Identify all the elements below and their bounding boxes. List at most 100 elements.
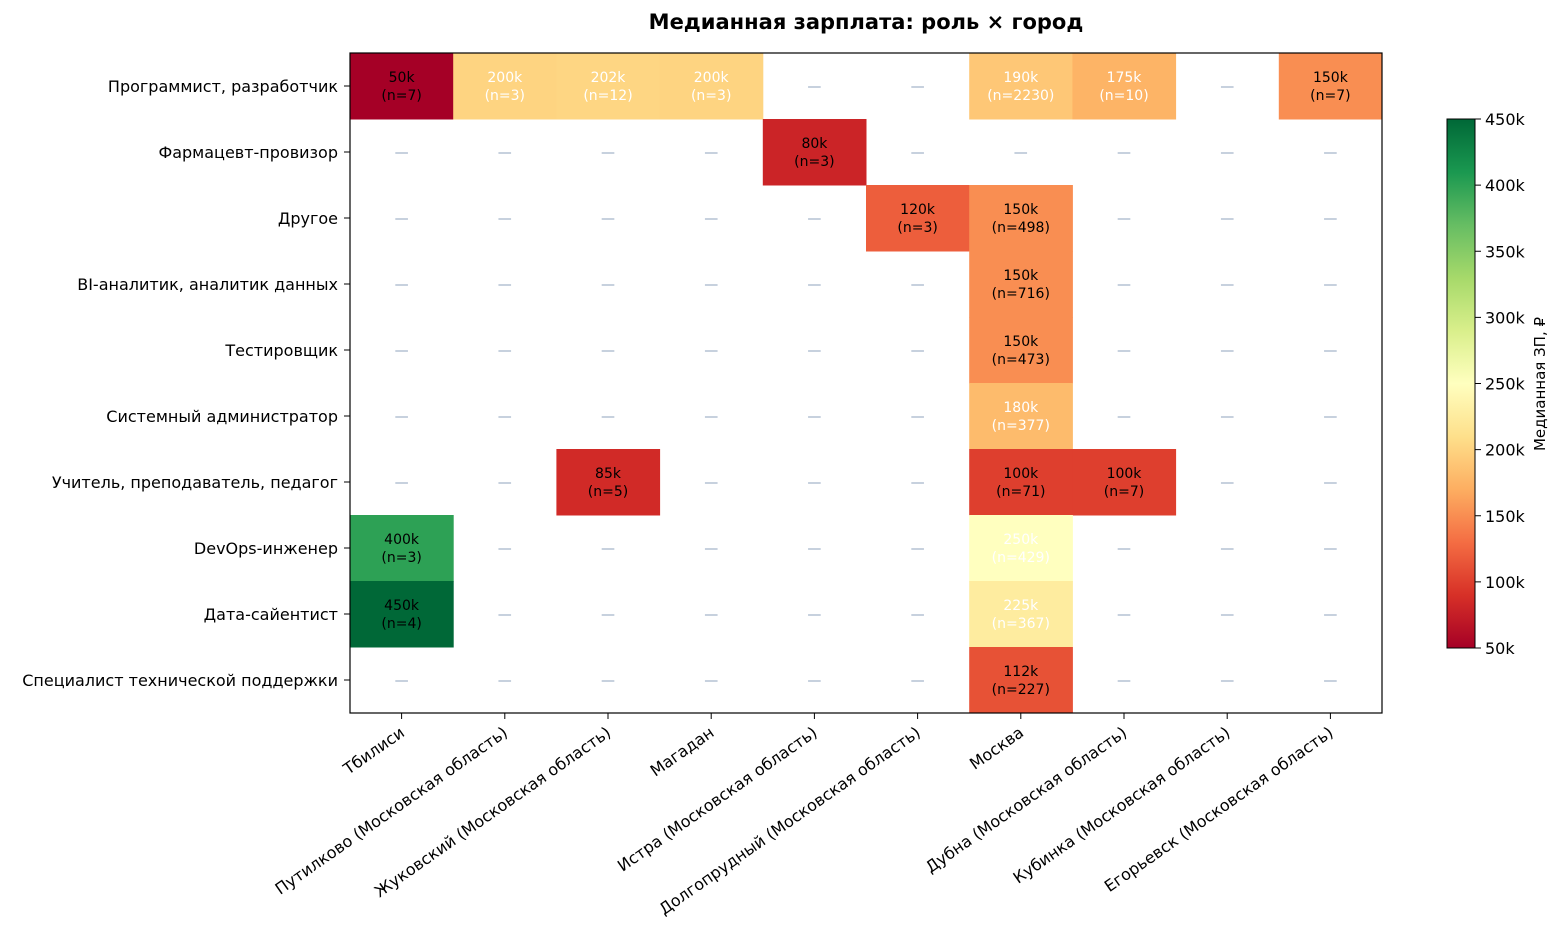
heatmap-cell	[866, 185, 970, 252]
x-tick-label: Тбилиси	[339, 723, 408, 779]
x-tick-label: Истра (Московская область)	[614, 723, 821, 876]
colorbar-tick-label: 100k	[1485, 573, 1526, 592]
empty-cell-marker: —	[911, 145, 925, 161]
cell-count-label: (n=3)	[691, 88, 731, 104]
empty-cell-marker: —	[1117, 343, 1131, 359]
cell-count-label: (n=3)	[794, 154, 834, 170]
y-tick-label: Учитель, преподаватель, педагог	[52, 473, 338, 492]
empty-markers: — — — — — — — — — — — — — — — — — — — — — — — — — — — — — — — — — — — — — — — —…	[395, 79, 1338, 689]
empty-cell-marker: —	[601, 409, 615, 425]
empty-cell-marker: —	[395, 211, 409, 227]
y-tick-label: Тестировщик	[224, 341, 338, 360]
empty-cell-marker: —	[1220, 277, 1234, 293]
cell-count-label: (n=429)	[992, 550, 1050, 566]
empty-cell-marker: —	[1323, 673, 1337, 689]
empty-cell-marker: —	[601, 211, 615, 227]
empty-cell-marker: —	[601, 145, 615, 161]
empty-cell-marker: —	[807, 211, 821, 227]
empty-cell-marker: —	[395, 343, 409, 359]
heatmap-cell	[969, 53, 1073, 120]
cell-count-label: (n=7)	[1104, 484, 1144, 500]
colorbar-label: Медианная ЗП, ₽	[1531, 317, 1549, 452]
empty-cell-marker: —	[704, 409, 718, 425]
y-tick-label: Другое	[278, 209, 338, 228]
cell-value-label: 150k	[1003, 202, 1039, 218]
cell-count-label: (n=3)	[381, 550, 421, 566]
empty-cell-marker: —	[807, 277, 821, 293]
empty-cell-marker: —	[1323, 145, 1337, 161]
heatmap-cell	[969, 251, 1073, 318]
empty-cell-marker: —	[498, 475, 512, 491]
empty-cell-marker: —	[704, 607, 718, 623]
empty-cell-marker: —	[498, 277, 512, 293]
cell-value-label: 200k	[694, 70, 730, 86]
colorbar-tick-label: 250k	[1485, 375, 1526, 394]
empty-cell-marker: —	[911, 475, 925, 491]
cell-count-label: (n=498)	[992, 220, 1050, 236]
empty-cell-marker: —	[911, 343, 925, 359]
empty-cell-marker: —	[1220, 409, 1234, 425]
colorbar-tick-label: 300k	[1485, 308, 1526, 327]
empty-cell-marker: —	[601, 277, 615, 293]
x-tick-label: Москва	[966, 723, 1027, 774]
cell-value-label: 50k	[389, 70, 416, 86]
empty-cell-marker: —	[1117, 277, 1131, 293]
heatmap-cell	[969, 185, 1073, 252]
empty-cell-marker: —	[1323, 277, 1337, 293]
cell-value-label: 202k	[591, 70, 627, 86]
cell-value-label: 450k	[384, 598, 420, 614]
empty-cell-marker: —	[911, 409, 925, 425]
heatmap-cell	[969, 581, 1073, 648]
cell-value-label: 200k	[487, 70, 523, 86]
heatmap-cell	[556, 449, 661, 516]
empty-cell-marker: —	[807, 79, 821, 95]
cell-value-label: 100k	[1107, 466, 1143, 482]
colorbar-tick-label: 350k	[1485, 242, 1526, 261]
colorbar-tick-label: 50k	[1485, 639, 1515, 658]
x-tick-label: Магадан	[647, 723, 718, 781]
y-tick-label: Дата-сайентист	[204, 605, 338, 624]
empty-cell-marker: —	[1323, 475, 1337, 491]
cell-count-label: (n=4)	[381, 616, 421, 632]
empty-cell-marker: —	[911, 607, 925, 623]
heatmap-cell	[1072, 53, 1177, 120]
cell-count-label: (n=377)	[992, 418, 1050, 434]
y-tick-label: Системный администратор	[106, 407, 338, 426]
cell-value-label: 112k	[1003, 664, 1039, 680]
empty-cell-marker: —	[1117, 211, 1131, 227]
chart-title: Медианная зарплата: роль × город	[649, 10, 1084, 34]
heatmap-cell	[350, 53, 454, 120]
x-tick-label: Кубинка (Московская область)	[1010, 723, 1234, 888]
empty-cell-marker: —	[807, 343, 821, 359]
empty-cell-marker: —	[498, 145, 512, 161]
cell-count-label: (n=3)	[897, 220, 937, 236]
empty-cell-marker: —	[1323, 607, 1337, 623]
cell-count-label: (n=3)	[485, 88, 525, 104]
heatmap-cell	[969, 383, 1073, 450]
cell-count-label: (n=12)	[583, 88, 632, 104]
empty-cell-marker: —	[601, 541, 615, 557]
empty-cell-marker: —	[807, 541, 821, 557]
empty-cell-marker: —	[807, 409, 821, 425]
cell-value-label: 250k	[1003, 532, 1039, 548]
heatmap-cell	[453, 53, 557, 120]
x-tick-label: Егорьевск (Московская область)	[1101, 723, 1337, 896]
y-tick-label: Специалист технической поддержки	[22, 671, 338, 690]
empty-cell-marker: —	[1220, 145, 1234, 161]
cell-count-label: (n=473)	[992, 352, 1050, 368]
empty-cell-marker: —	[911, 673, 925, 689]
empty-cell-marker: —	[498, 673, 512, 689]
empty-cell-marker: —	[807, 475, 821, 491]
heatmap-cell	[350, 515, 454, 582]
empty-cell-marker: —	[704, 673, 718, 689]
empty-cell-marker: —	[395, 475, 409, 491]
empty-cell-marker: —	[1014, 145, 1028, 161]
empty-cell-marker: —	[1117, 541, 1131, 557]
cell-value-label: 175k	[1107, 70, 1143, 86]
empty-cell-marker: —	[1117, 607, 1131, 623]
empty-cell-marker: —	[1220, 607, 1234, 623]
empty-cell-marker: —	[498, 541, 512, 557]
colorbar-tick-label: 150k	[1485, 507, 1526, 526]
